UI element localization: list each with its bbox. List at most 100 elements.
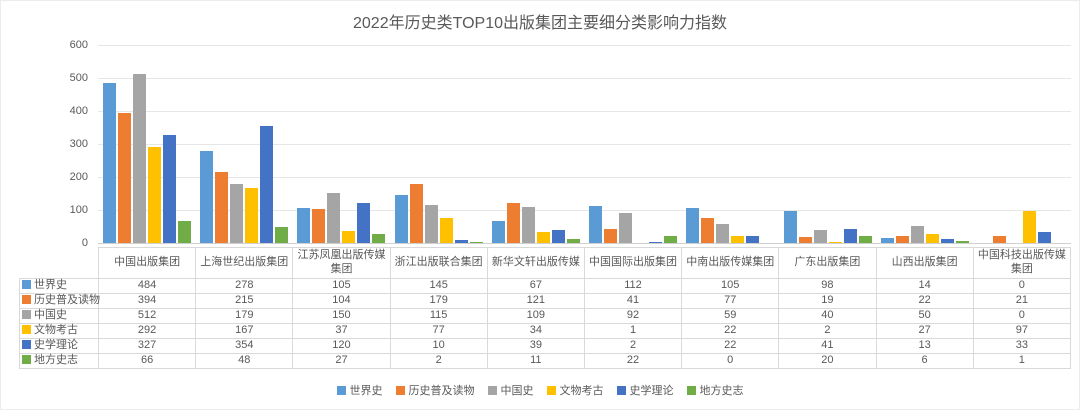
- chart-title: 2022年历史类TOP10出版集团主要细分类影响力指数: [353, 15, 727, 32]
- legend-label: 史学理论: [629, 385, 674, 397]
- bar-文物考古: [536, 232, 550, 243]
- data-table: 中国出版集团 上海世纪出版集团 江苏凤凰出版传媒集团 浙江出版联合集团 新华文轩出版传媒…: [19, 247, 1072, 369]
- bar-文物考古: [731, 236, 745, 243]
- bar-地方史志: [858, 236, 872, 243]
- bar-历史普及读物: [798, 237, 812, 243]
- bar-地方史志: [956, 241, 970, 243]
- table-header-cell: 浙江出版联合集团: [389, 247, 488, 279]
- table-cell: 0: [972, 308, 1072, 324]
- bar-中国史: [424, 205, 438, 243]
- bar-group: [876, 45, 973, 243]
- table-cell: 37: [292, 323, 391, 339]
- bar-文物考古: [147, 147, 161, 243]
- table-cell: 97: [972, 323, 1072, 339]
- table-cell: 48: [195, 353, 294, 369]
- bar-历史普及读物: [993, 236, 1007, 243]
- table-header-cell: 新华文轩出版传媒: [486, 247, 585, 279]
- table-cell: 512: [97, 308, 197, 324]
- bar-group: [98, 45, 195, 243]
- bar-史学理论: [454, 240, 468, 243]
- bar-世界史: [394, 195, 408, 243]
- legend-label: 文物考古: [559, 385, 604, 397]
- table-cell: 354: [195, 338, 294, 354]
- bar-文物考古: [828, 242, 842, 243]
- gridline: [98, 177, 1071, 178]
- table-cell: 115: [389, 308, 488, 324]
- table-cell: 66: [97, 353, 197, 369]
- table-header-cell: 中国科技出版传媒集团: [972, 247, 1072, 279]
- table-cell: 92: [583, 308, 683, 324]
- table-row-label: 史学理论: [19, 338, 99, 354]
- table-cell: 105: [681, 278, 780, 294]
- bar-史学理论: [551, 230, 565, 243]
- table-cell: 40: [778, 308, 877, 324]
- bar-史学理论: [357, 203, 371, 243]
- bar-史学理论: [941, 239, 955, 243]
- plot-area: [98, 45, 1071, 244]
- table-cell: 121: [486, 293, 585, 309]
- bar-中国史: [229, 184, 243, 243]
- table-header-cell: 山西出版集团: [875, 247, 974, 279]
- table-header-cell: 中国出版集团: [97, 247, 197, 279]
- table-cell: 11: [486, 353, 585, 369]
- bar-世界史: [199, 151, 213, 243]
- bar-文物考古: [244, 188, 258, 243]
- table-row: 历史普及读物 394 215 104 179 121 41 77 19 22 21: [19, 293, 1072, 309]
- table-cell: 104: [292, 293, 391, 309]
- bar-史学理论: [843, 229, 857, 243]
- gridline: [98, 144, 1071, 145]
- table-row: 中国史 512 179 150 115 109 92 59 40 50 0: [19, 308, 1072, 324]
- y-axis-tick-label: 100: [69, 204, 88, 216]
- bar-文物考古: [1023, 211, 1037, 243]
- table-cell: 19: [778, 293, 877, 309]
- bar-中国史: [619, 213, 633, 243]
- legend-label: 中国史: [500, 385, 534, 397]
- y-axis: 600 500 400 300 200 100 0: [1, 39, 93, 249]
- table-cell: 27: [292, 353, 391, 369]
- table-row-label: 世界史: [19, 278, 99, 294]
- y-axis-tick-label: 0: [81, 237, 88, 249]
- table-header-cell: 中南出版传媒集团: [681, 247, 780, 279]
- bar-group: [390, 45, 487, 243]
- table-cell: 22: [875, 293, 974, 309]
- bar-中国史: [521, 207, 535, 243]
- bar-中国史: [327, 193, 341, 243]
- bar-地方史志: [664, 236, 678, 243]
- bar-中国史: [911, 226, 925, 243]
- bar-世界史: [686, 208, 700, 243]
- table-cell: 77: [681, 293, 780, 309]
- series-swatch-icon: [22, 355, 31, 365]
- bar-group: [487, 45, 584, 243]
- bar-文物考古: [926, 234, 940, 243]
- table-cell: 41: [778, 338, 877, 354]
- bar-group: [682, 45, 779, 243]
- legend-swatch-icon: [395, 385, 405, 395]
- y-axis-tick-label: 500: [69, 72, 88, 84]
- bar-中国史: [813, 230, 827, 243]
- table-header-cell: 广东出版集团: [778, 247, 877, 279]
- bar-世界史: [297, 208, 311, 243]
- bar-group: [974, 45, 1071, 243]
- table-cell: 1: [583, 323, 683, 339]
- table-cell: 6: [875, 353, 974, 369]
- series-swatch-icon: [22, 310, 31, 320]
- gridline: [98, 78, 1071, 79]
- bar-group: [584, 45, 681, 243]
- table-corner-cell: [19, 247, 99, 279]
- legend-swatch-icon: [546, 385, 556, 395]
- series-swatch-icon: [22, 340, 31, 350]
- y-axis-tick-label: 200: [69, 171, 88, 183]
- table-cell: 50: [875, 308, 974, 324]
- legend-item: 地方史志: [686, 382, 744, 398]
- x-axis-line: [98, 243, 1071, 244]
- table-cell: 484: [97, 278, 197, 294]
- table-header: 中国出版集团 上海世纪出版集团 江苏凤凰出版传媒集团 浙江出版联合集团 新华文轩出版传媒…: [19, 247, 1072, 279]
- table-cell: 278: [195, 278, 294, 294]
- table-row: 史学理论 327 354 120 10 39 2 22 41 13 33: [19, 338, 1072, 354]
- bar-历史普及读物: [312, 209, 326, 243]
- table-cell: 0: [972, 278, 1072, 294]
- bar-史学理论: [649, 242, 663, 243]
- bar-世界史: [491, 221, 505, 243]
- y-axis-tick-label: 300: [69, 138, 88, 150]
- table-cell: 2: [389, 353, 488, 369]
